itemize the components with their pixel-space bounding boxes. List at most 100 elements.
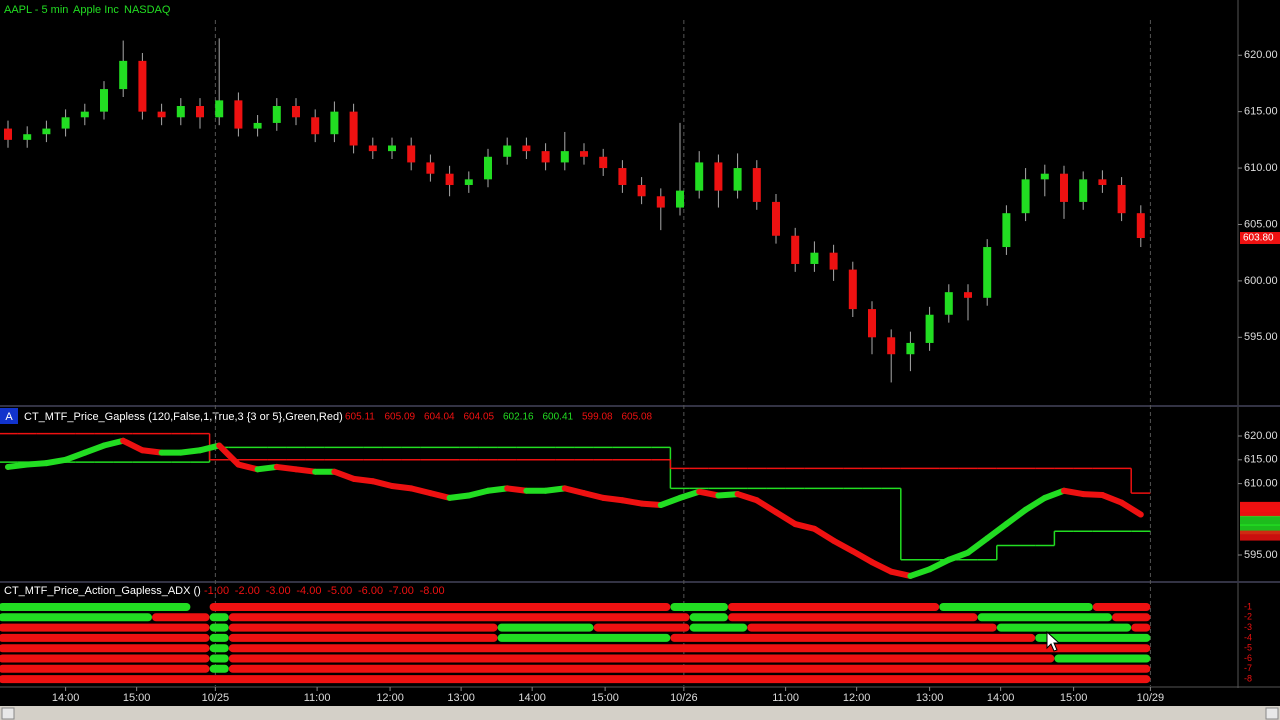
last-price-tag	[1240, 232, 1280, 245]
candle-body	[522, 145, 531, 152]
signal-segment	[869, 559, 895, 575]
candle-body	[388, 145, 396, 152]
signal-segment	[965, 535, 991, 556]
candle-body	[407, 145, 416, 163]
candle-body	[925, 314, 934, 343]
adx-segment	[728, 603, 940, 611]
candle-body	[484, 156, 492, 180]
mouse-cursor	[1046, 630, 1061, 652]
adx-segment	[728, 613, 978, 622]
candle-body	[330, 111, 339, 135]
time-label: 11:00	[304, 692, 331, 704]
adx-row-label: -8	[1244, 673, 1252, 683]
candle-body	[100, 89, 108, 112]
candle-body	[4, 128, 12, 140]
candle-body	[234, 100, 243, 129]
adx-segment	[689, 623, 748, 632]
candle-body	[42, 128, 51, 135]
signal-segment	[408, 485, 434, 497]
signal-segment	[811, 525, 837, 544]
adx-segment	[996, 623, 1132, 632]
signal-segment	[753, 497, 779, 516]
signal-segment	[389, 482, 415, 492]
candle-body	[253, 122, 262, 129]
adx-value-label: -7.00	[389, 585, 414, 597]
signal-segment	[542, 485, 568, 494]
readout-label: 605.11	[345, 412, 375, 423]
adx-value-label: -8.00	[420, 585, 445, 597]
adx-segment	[209, 603, 671, 611]
readout-label: 605.09	[385, 412, 416, 423]
scrollbar[interactable]	[0, 706, 1280, 720]
candle-body	[791, 235, 800, 264]
signal-segment	[600, 494, 626, 504]
candle-body	[272, 106, 281, 123]
candle-body	[196, 106, 204, 118]
adx-segment	[209, 613, 229, 622]
candle-body	[1098, 179, 1107, 185]
candle-body	[829, 252, 838, 270]
candle-body	[464, 179, 473, 185]
time-label: 12:00	[376, 692, 404, 704]
signal-segment	[1022, 494, 1048, 513]
adx-value-label: -3.00	[266, 585, 291, 597]
plots: 14:00 15:00 10/25 11:00 12:00 13:00 14:00 15:00…	[0, 20, 1280, 704]
signal-segment	[773, 509, 799, 528]
signal-segment	[446, 492, 472, 501]
signal-segment	[1099, 492, 1125, 506]
y-tick-label: 615.00	[1244, 106, 1278, 118]
candle-body	[1079, 179, 1088, 202]
adx-row-label: -2	[1244, 612, 1252, 622]
readout-tag	[1240, 515, 1280, 526]
scroll-left[interactable]	[1, 707, 15, 720]
candle-body	[676, 190, 684, 208]
candle-body	[868, 309, 876, 338]
candle-body	[964, 292, 972, 298]
signal-segment	[945, 549, 971, 563]
readout-label: 602.16	[503, 412, 534, 423]
readout-label: 604.05	[464, 412, 495, 423]
adx-segment	[670, 633, 1036, 642]
adx-segment	[1112, 613, 1151, 622]
time-label: 10/29	[1137, 692, 1165, 704]
signal-segment	[139, 447, 165, 456]
candle-body	[215, 100, 224, 118]
adx-segment	[0, 603, 191, 611]
candle-body	[157, 111, 166, 118]
candle-body	[61, 117, 70, 129]
readout-label: 604.04	[424, 412, 455, 423]
company: Apple Inc	[73, 4, 119, 16]
scroll-right[interactable]	[1265, 707, 1279, 720]
candle-body	[1002, 213, 1011, 248]
candle-body	[695, 162, 704, 191]
signal-segment	[254, 463, 280, 473]
adx-segment	[1131, 623, 1151, 632]
y-tick-label: 620.00	[1244, 430, 1278, 442]
adx-segment	[977, 613, 1112, 622]
candle-body	[1060, 173, 1068, 202]
indicator-title: CT_MTF_Price_Gapless (120,False,1,True,3…	[24, 411, 343, 423]
candle-body	[637, 184, 646, 197]
candle-body	[503, 145, 512, 157]
signal-segment	[830, 537, 856, 555]
candle-body	[349, 111, 358, 146]
y-tick-label: 605.00	[1244, 218, 1278, 230]
badge: A	[5, 411, 13, 423]
candle-body	[560, 151, 569, 163]
signal-segment	[485, 485, 511, 494]
signal-segment	[581, 490, 607, 501]
adx-segment	[228, 644, 1151, 653]
y-tick-label: 615.00	[1244, 454, 1278, 466]
signal-segment	[715, 491, 741, 499]
signal-segment	[101, 437, 127, 449]
candle-body	[848, 269, 857, 310]
candle-body	[906, 342, 915, 355]
adx-segment	[228, 654, 1055, 663]
adx-row-label: -7	[1244, 663, 1252, 673]
signal-segment	[657, 494, 683, 509]
adx-value-label: -2.00	[235, 585, 260, 597]
adx-row-label: -6	[1244, 653, 1252, 663]
time-label: 15:00	[591, 692, 619, 704]
signal-segment	[792, 521, 818, 532]
adx-segment	[1092, 603, 1151, 611]
